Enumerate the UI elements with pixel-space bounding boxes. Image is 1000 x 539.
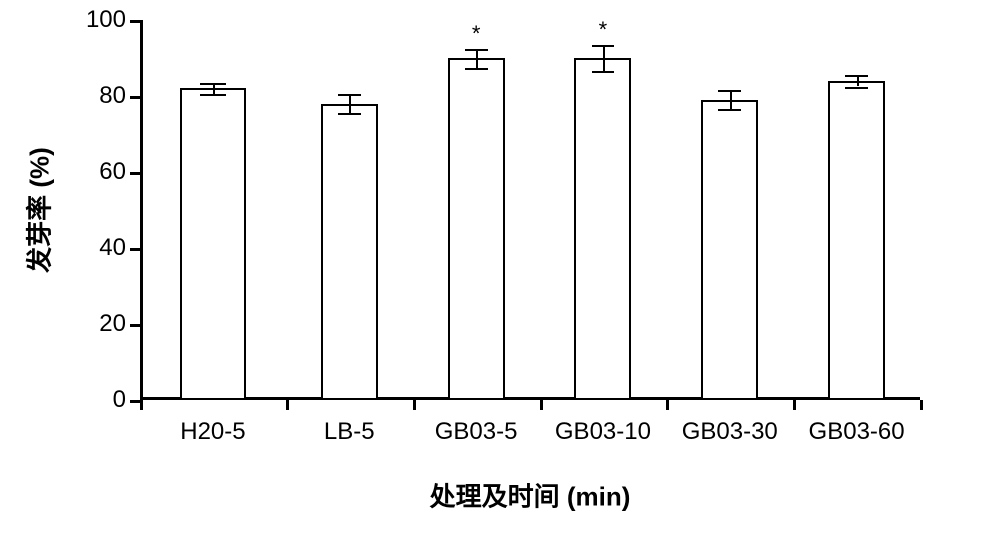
- x-tick: [286, 400, 289, 410]
- y-tick: [130, 96, 140, 99]
- plot-area: 020406080100H20-5LB-5*GB03-5*GB03-10GB03…: [140, 20, 920, 400]
- error-cap: [718, 109, 741, 111]
- y-tick-label: 20: [99, 310, 126, 338]
- x-tick: [666, 400, 669, 410]
- error-cap: [718, 90, 741, 92]
- y-tick: [130, 324, 140, 327]
- error-cap: [845, 75, 868, 77]
- y-tick: [130, 20, 140, 23]
- y-tick-label: 60: [99, 158, 126, 186]
- x-category-label: GB03-10: [555, 418, 651, 446]
- error-cap: [338, 94, 361, 96]
- error-cap: [200, 94, 226, 96]
- error-cap: [465, 49, 488, 51]
- germination-bar-chart: 0 20 40 60 80 100 H20-5 LB-5 * GB03-5 * GB03-10 GB03…: [0, 0, 1000, 539]
- error-cap: [338, 113, 361, 115]
- bar: [828, 81, 885, 400]
- x-category-label: GB03-60: [809, 418, 905, 446]
- x-category-label: GB03-5: [435, 418, 518, 446]
- error-bar: [603, 45, 605, 72]
- x-tick: [920, 400, 923, 410]
- error-bar: [476, 49, 478, 68]
- error-cap: [592, 71, 615, 73]
- bar: [448, 58, 505, 400]
- y-tick-label: 80: [99, 82, 126, 110]
- y-axis-line: [140, 20, 143, 400]
- x-tick: [793, 400, 796, 410]
- y-tick: [130, 400, 140, 403]
- x-tick: [413, 400, 416, 410]
- y-tick: [130, 248, 140, 251]
- bar: [574, 58, 631, 400]
- x-category-label: GB03-30: [682, 418, 778, 446]
- x-category-label: H20-5: [180, 418, 245, 446]
- x-category-label: LB-5: [324, 418, 375, 446]
- x-axis-line: [140, 397, 920, 400]
- error-cap: [200, 83, 226, 85]
- error-cap: [592, 45, 615, 47]
- significance-marker: *: [599, 17, 608, 43]
- error-cap: [845, 87, 868, 89]
- y-axis-label: 发芽率 (%): [20, 147, 57, 273]
- bar: [321, 104, 378, 400]
- error-bar: [349, 94, 351, 113]
- x-tick: [540, 400, 543, 410]
- y-tick-label: 40: [99, 234, 126, 262]
- error-cap: [465, 68, 488, 70]
- y-tick-label: 100: [86, 6, 126, 34]
- x-tick: [140, 400, 143, 410]
- error-bar: [730, 90, 732, 109]
- y-tick: [130, 172, 140, 175]
- bar: [701, 100, 758, 400]
- x-axis-label: 处理及时间 (min): [430, 477, 631, 514]
- y-tick-label: 0: [113, 386, 126, 414]
- significance-marker: *: [472, 21, 481, 47]
- bar: [180, 88, 246, 400]
